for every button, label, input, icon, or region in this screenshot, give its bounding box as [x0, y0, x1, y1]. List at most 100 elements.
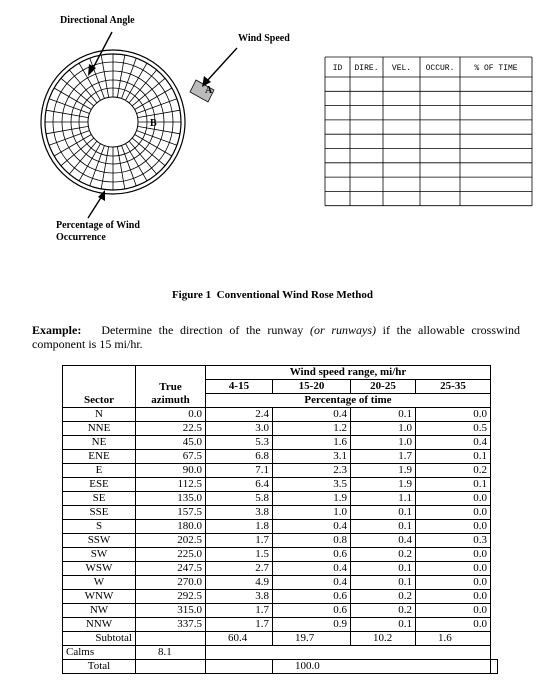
- table-cell: 0.4: [272, 575, 351, 590]
- table-cell: 270.0: [135, 575, 206, 590]
- spoke: [134, 87, 173, 110]
- table-cell: 0.6: [272, 547, 351, 562]
- table-cell: 202.5: [135, 533, 206, 548]
- table-cell: 25-35: [415, 379, 491, 394]
- table-cell: 0.8: [272, 533, 351, 548]
- table-cell: 3.0: [205, 421, 273, 436]
- spoke: [134, 134, 173, 157]
- spoke: [48, 98, 90, 114]
- table-cell: 19.7: [272, 631, 351, 646]
- arrow: [87, 195, 103, 219]
- table-cell: 15-20: [272, 379, 351, 394]
- table-cell: NNW: [62, 617, 136, 632]
- table-cell: ENE: [62, 449, 136, 464]
- table-cell: ESE: [62, 477, 136, 492]
- occurrence-label: Occurrence: [56, 232, 106, 243]
- table-cell: 0.6: [272, 589, 351, 604]
- arrow: [91, 31, 113, 71]
- table-cell: S: [62, 519, 136, 534]
- table-cell: Sector: [62, 365, 136, 408]
- table-cell: 1.5: [205, 547, 273, 562]
- spoke: [89, 145, 105, 187]
- table-row: W 270.0 4.9 0.4 0.1 0.0: [62, 575, 498, 590]
- table-cell: 0.4: [415, 435, 491, 450]
- spoke: [137, 125, 181, 135]
- spoke: [68, 69, 98, 104]
- table-cell: 1.6: [415, 631, 491, 646]
- table-row: NW 315.0 1.7 0.6 0.2 0.0: [62, 603, 498, 618]
- table-cell: 4.9: [205, 575, 273, 590]
- table-cell: 20-25: [350, 379, 416, 394]
- record-form: ID DIRE. VEL. OCCUR. % OF TIME: [324, 56, 533, 207]
- table-cell: [205, 659, 273, 674]
- table-cell: 0.4: [272, 519, 351, 534]
- table-cell: 0.1: [350, 617, 416, 632]
- spoke: [45, 109, 89, 119]
- ring: [40, 49, 186, 195]
- table-cell: 100.0: [272, 659, 491, 674]
- spoke: [116, 146, 126, 190]
- table-cell: 0.1: [350, 407, 416, 422]
- table-cell: E: [62, 463, 136, 478]
- table-row: 4-15 15-20 20-25 25-35: [63, 379, 498, 394]
- spoke: [78, 143, 101, 182]
- figure-caption: Figure 1 Conventional Wind Rose Method: [171, 289, 374, 301]
- table-cell: 6.8: [205, 449, 273, 464]
- table-cell: 1.1: [350, 491, 416, 506]
- table-cell: Calms: [62, 645, 136, 660]
- table-cell: 0.0: [415, 603, 491, 618]
- azimuth-header: True azimuth: [151, 381, 190, 406]
- table-cell: 135.0: [135, 491, 206, 506]
- wind-speed-label: Wind Speed: [238, 33, 290, 44]
- table-cell: 315.0: [135, 603, 206, 618]
- table-cell: WNW: [62, 589, 136, 604]
- spoke: [89, 57, 105, 99]
- table-cell: 1.9: [350, 463, 416, 478]
- center-label: B: [150, 118, 157, 129]
- table-row: SSE 157.5 3.8 1.0 0.1 0.0: [62, 505, 498, 520]
- spoke: [121, 57, 137, 99]
- table-cell: 1.9: [350, 477, 416, 492]
- table-cell: 0.1: [350, 505, 416, 520]
- table-row: SE 135.0 5.8 1.9 1.1 0.0: [62, 491, 498, 506]
- table-cell: NW: [62, 603, 136, 618]
- table-row: E 90.0 7.1 2.3 1.9 0.2: [62, 463, 498, 478]
- table-cell: 90.0: [135, 463, 206, 478]
- table-cell: 1.7: [205, 603, 273, 618]
- table-cell: 8.1: [135, 645, 206, 660]
- table-cell: 7.1: [205, 463, 273, 478]
- form-header: ID: [333, 64, 343, 73]
- table-cell: 0.1: [350, 561, 416, 576]
- spoke: [78, 62, 101, 101]
- table-cell: 45.0: [135, 435, 206, 450]
- shaded-segment: [189, 79, 215, 103]
- table-cell: 2.4: [205, 407, 273, 422]
- occurrence-label: Percentage of Wind: [56, 220, 140, 231]
- table-cell: SE: [62, 491, 136, 506]
- table-cell: SSW: [62, 533, 136, 548]
- table-row: Subtotal 60.4 19.7 10.2 1.6: [62, 631, 498, 646]
- form-header: VEL.: [392, 64, 411, 73]
- table-row: SSW 202.5 1.7 0.8 0.4 0.3: [62, 533, 498, 548]
- spoke: [136, 98, 178, 114]
- wind-rose: [40, 49, 186, 195]
- table-row: NNE 22.5 3.0 1.2 1.0 0.5: [62, 421, 498, 436]
- table-cell: 1.6: [272, 435, 351, 450]
- table-cell: Wind speed range, mi/hr: [205, 365, 491, 380]
- table-row: ENE 67.5 6.8 3.1 1.7 0.1: [62, 449, 498, 464]
- figure: A B Directional Angle Wind Speed Percent…: [40, 15, 533, 243]
- wind-table: Sector True azimuth Wind speed range, mi/h…: [62, 365, 498, 674]
- spoke: [128, 69, 158, 104]
- table-cell: Total: [62, 659, 136, 674]
- arrowhead: [88, 64, 96, 76]
- table-cell: 0.0: [415, 589, 491, 604]
- spoke: [125, 143, 148, 182]
- table-cell: NNE: [62, 421, 136, 436]
- table-cell: [135, 659, 206, 674]
- table-cell: SW: [62, 547, 136, 562]
- arrow: [205, 47, 238, 83]
- table-cell: 1.0: [350, 435, 416, 450]
- table-cell: 10.2: [350, 631, 416, 646]
- table-cell: 3.8: [205, 505, 273, 520]
